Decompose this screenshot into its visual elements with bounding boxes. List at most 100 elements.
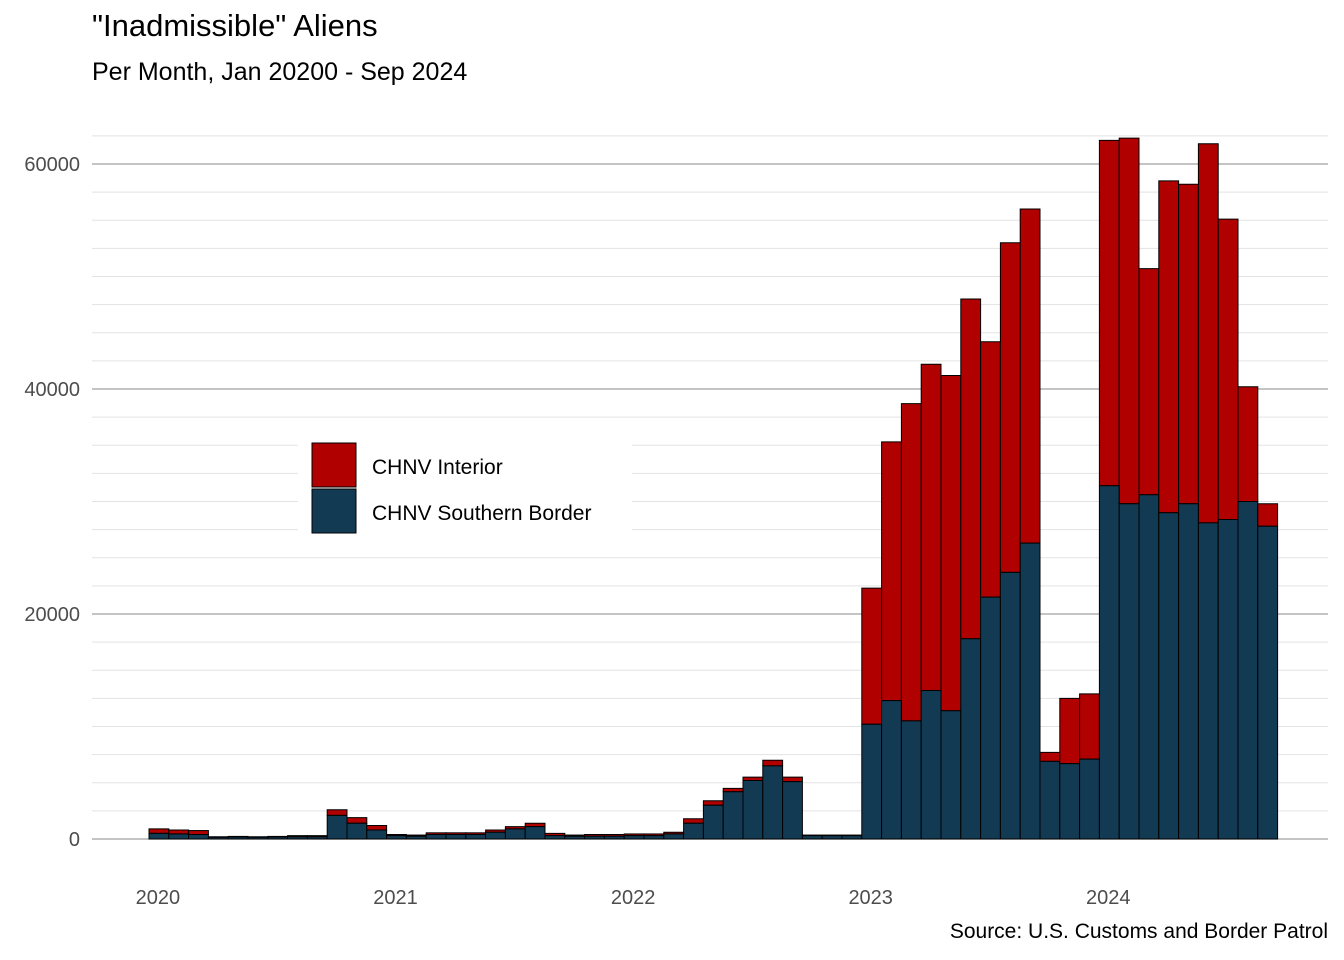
bar-chnv-interior: [980, 341, 1001, 598]
bar-chnv-southern-border: [485, 831, 506, 840]
bar-chnv-southern-border: [1217, 519, 1239, 840]
bar-chnv-southern-border: [425, 834, 447, 840]
bar-chnv-southern-border: [1079, 758, 1100, 840]
bar-chnv-southern-border: [762, 765, 784, 840]
bar-chnv-southern-border: [881, 700, 902, 840]
bar-chnv-southern-border: [1059, 763, 1081, 840]
bar-chnv-interior: [366, 825, 388, 831]
bar-chnv-southern-border: [405, 835, 427, 840]
bar-chnv-southern-border: [1158, 512, 1180, 840]
bar-chnv-interior: [960, 298, 982, 640]
bar-chnv-southern-border: [1118, 503, 1140, 840]
bar-chnv-southern-border: [722, 791, 744, 840]
y-tick-label: 60000: [24, 154, 80, 176]
bar-chnv-southern-border: [267, 836, 289, 840]
bar-chnv-southern-border: [386, 835, 407, 840]
bar-chnv-interior: [148, 828, 170, 834]
bar-chnv-southern-border: [168, 833, 190, 840]
bar-chnv-southern-border: [603, 835, 625, 840]
bar-chnv-southern-border: [980, 596, 1001, 840]
bar-chnv-southern-border: [1178, 503, 1199, 840]
bar-chnv-southern-border: [227, 836, 249, 840]
bar-chnv-southern-border: [524, 826, 546, 840]
bar-chnv-interior: [920, 363, 942, 691]
bar-chnv-southern-border: [663, 833, 685, 840]
chart-subtitle: Per Month, Jan 20200 - Sep 2024: [92, 58, 468, 86]
x-axis-ticks: 2020 2021 2022 2023 2024: [136, 887, 1131, 909]
legend-swatch-southern-border: [311, 488, 357, 534]
bar-chnv-southern-border: [1019, 542, 1041, 840]
bar-chnv-interior: [1257, 503, 1279, 527]
bar-chnv-interior: [1118, 137, 1140, 505]
bar-chnv-interior: [1039, 751, 1061, 762]
bar-chnv-southern-border: [821, 835, 843, 840]
legend-swatch-interior: [311, 442, 357, 488]
bar-chnv-interior: [940, 375, 962, 712]
bar-chnv-southern-border: [861, 723, 883, 840]
bar-chnv-southern-border: [544, 835, 566, 840]
chart-title: "Inadmissible" Aliens: [92, 8, 378, 43]
bar-chnv-southern-border: [920, 690, 942, 840]
bar-chnv-interior: [742, 776, 764, 781]
bar-chnv-interior: [782, 776, 803, 783]
bar-chnv-interior: [900, 403, 922, 722]
bar-chnv-southern-border: [306, 836, 328, 840]
y-tick-label: 0: [69, 829, 80, 851]
bar-chnv-southern-border: [940, 710, 962, 840]
bar-chnv-southern-border: [841, 835, 863, 840]
bar-chnv-southern-border: [1197, 522, 1219, 840]
bar-chnv-interior: [999, 242, 1021, 573]
bar-chnv-southern-border: [287, 836, 308, 840]
bar-chnv-southern-border: [643, 835, 665, 840]
bar-chnv-southern-border: [1257, 525, 1279, 840]
bar-chnv-southern-border: [683, 822, 704, 840]
bar-chnv-southern-border: [564, 835, 586, 840]
bar-chnv-interior: [1079, 693, 1100, 760]
x-tick-label: 2024: [1086, 887, 1131, 909]
bar-chnv-interior: [683, 818, 704, 824]
bar-chnv-interior: [762, 759, 784, 767]
legend: CHNV Interior CHNV Southern Border: [298, 432, 632, 544]
bar-chnv-southern-border: [1039, 760, 1061, 840]
legend-label-southern-border: CHNV Southern Border: [372, 502, 591, 525]
bar-chnv-southern-border: [188, 834, 209, 840]
x-tick-label: 2023: [848, 887, 893, 909]
source-caption: Source: U.S. Customs and Border Patrol: [949, 920, 1328, 943]
bar-chnv-southern-border: [900, 720, 922, 840]
bar-chnv-interior: [1197, 143, 1219, 524]
bar-chnv-southern-border: [1237, 501, 1259, 840]
bar-chnv-interior: [524, 822, 546, 828]
bar-chnv-interior: [168, 829, 190, 835]
bar-chnv-southern-border: [207, 836, 229, 840]
x-tick-label: 2022: [611, 887, 656, 909]
bar-chnv-southern-border: [584, 835, 605, 840]
bar-chnv-interior: [326, 809, 348, 816]
bar-chnv-southern-border: [960, 638, 982, 840]
y-tick-label: 20000: [24, 604, 80, 626]
bar-chnv-southern-border: [465, 834, 487, 840]
bar-chnv-interior: [702, 800, 724, 806]
bar-chnv-interior: [188, 830, 209, 835]
bar-chnv-southern-border: [1138, 494, 1160, 840]
y-axis-ticks: 0 20000 40000 60000: [24, 154, 80, 851]
bar-series: [148, 137, 1279, 840]
x-tick-label: 2020: [136, 887, 181, 909]
y-tick-label: 40000: [24, 379, 80, 401]
bar-chnv-interior: [1019, 208, 1041, 544]
bar-chnv-interior: [1158, 180, 1180, 514]
bar-chnv-interior: [346, 817, 368, 824]
bar-chnv-interior: [1138, 268, 1160, 496]
bar-chnv-southern-border: [999, 571, 1021, 840]
bar-chnv-interior: [881, 441, 902, 702]
bar-chnv-southern-border: [742, 780, 764, 840]
bar-chnv-southern-border: [782, 781, 803, 840]
legend-label-interior: CHNV Interior: [372, 456, 503, 479]
bar-chnv-interior: [1178, 183, 1199, 505]
bar-chnv-southern-border: [346, 822, 368, 840]
bar-chnv-interior: [1098, 139, 1120, 487]
bar-chnv-southern-border: [623, 835, 645, 840]
bar-chnv-southern-border: [366, 829, 388, 840]
bar-chnv-southern-border: [326, 814, 348, 840]
bar-chnv-southern-border: [702, 804, 724, 840]
